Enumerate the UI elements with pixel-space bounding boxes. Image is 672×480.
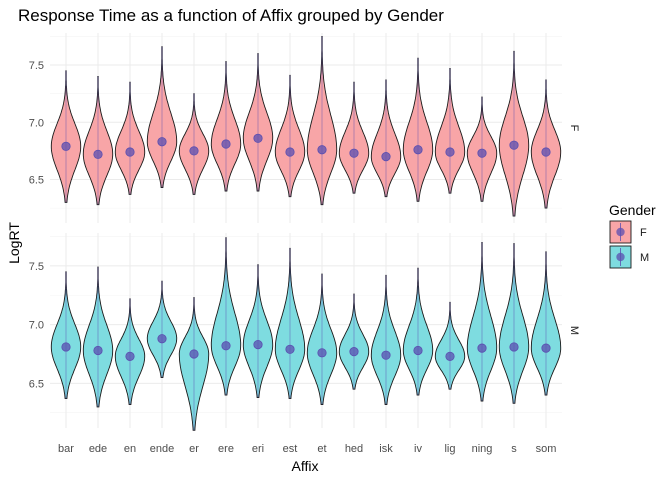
legend-key-point [616, 252, 625, 262]
mean-point-F-som [541, 147, 551, 157]
mean-point-F-en [125, 147, 135, 157]
mean-point-M-lig [445, 351, 455, 361]
mean-point-M-ende [157, 334, 167, 344]
mean-point-F-ede [93, 149, 103, 159]
mean-point-M-ning [477, 343, 487, 353]
mean-point-M-som [541, 343, 551, 353]
x-axis-ticks: bar ede en ende er ere eri est et hed isk iv lig ning… [58, 443, 556, 455]
facet-strip-label: M [568, 326, 580, 335]
x-tick-label: iv [414, 443, 422, 455]
x-tick-label: bar [58, 443, 74, 455]
mean-point-M-ede [93, 345, 103, 356]
mean-point-F-er [189, 146, 199, 156]
legend: Gender F M [609, 202, 656, 269]
legend-key-point [616, 227, 625, 237]
mean-point-F-bar [61, 141, 71, 151]
y-tick-label: 6.5 [29, 175, 44, 187]
facet-panels: 6.5 7.0 7.5 F 6.5 7.0 7.5 M [29, 33, 580, 431]
y-tick-label: 7.0 [29, 117, 44, 129]
mean-point-F-iv [413, 145, 423, 155]
y-tick-label: 7.5 [29, 60, 44, 72]
x-axis-title: Affix [292, 458, 319, 474]
chart-title: Response Time as a function of Affix gro… [18, 6, 444, 25]
x-tick-label: en [124, 443, 136, 455]
mean-point-F-s [509, 140, 519, 150]
x-tick-label: ere [218, 443, 234, 455]
mean-point-F-est [285, 147, 295, 157]
facet-strip-label: F [568, 125, 580, 132]
mean-point-M-s [509, 342, 519, 352]
x-tick-label: eri [252, 443, 264, 455]
y-tick-label: 7.5 [29, 261, 44, 273]
mean-point-M-et [317, 348, 327, 358]
mean-point-M-eri [253, 339, 263, 350]
mean-point-F-hed [349, 148, 359, 158]
x-tick-label: et [317, 443, 326, 455]
mean-point-F-lig [445, 147, 455, 157]
legend-title: Gender [609, 202, 656, 218]
facet-panel-F: 6.5 7.0 7.5 F [29, 33, 580, 223]
x-tick-label: s [511, 443, 517, 455]
y-tick-label: 7.0 [29, 320, 44, 332]
x-tick-label: er [189, 443, 199, 455]
x-tick-label: ende [150, 443, 174, 455]
mean-point-F-ende [157, 137, 167, 147]
mean-point-M-bar [61, 342, 71, 352]
mean-point-M-er [189, 349, 199, 359]
x-tick-label: est [283, 443, 298, 455]
x-tick-label: ede [89, 443, 107, 455]
mean-point-F-isk [381, 152, 391, 162]
x-tick-label: hed [345, 443, 363, 455]
mean-point-M-ere [221, 341, 231, 351]
y-tick-label: 6.5 [29, 378, 44, 390]
legend-label-F: F [640, 227, 647, 239]
facet-panel-M: 6.5 7.0 7.5 M [29, 233, 580, 431]
mean-point-F-ning [477, 148, 487, 158]
legend-label-M: M [640, 252, 649, 264]
mean-point-M-isk [381, 350, 391, 360]
mean-point-F-ere [221, 139, 231, 149]
x-tick-label: som [536, 443, 557, 455]
mean-point-M-est [285, 344, 295, 354]
mean-point-M-iv [413, 345, 423, 356]
mean-point-M-en [125, 351, 135, 361]
x-tick-label: ning [472, 443, 493, 455]
x-tick-label: isk [379, 443, 393, 455]
mean-point-F-eri [253, 133, 263, 143]
mean-point-M-hed [349, 347, 359, 357]
y-axis-title: LogRT [6, 222, 22, 264]
x-tick-label: lig [444, 443, 455, 455]
mean-point-F-et [317, 145, 327, 155]
